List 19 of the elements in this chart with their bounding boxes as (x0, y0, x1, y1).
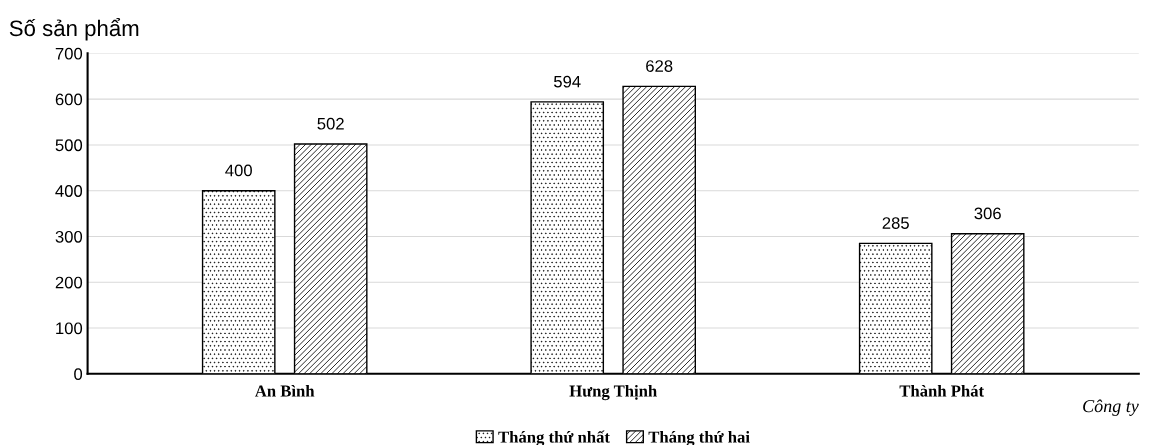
data-label: 306 (974, 207, 1001, 220)
y-tick-label: 700 (55, 47, 83, 60)
x-tick-label: Thành Phát (899, 384, 985, 397)
y-tick-label: 400 (55, 185, 83, 197)
y-tick-label: 100 (56, 322, 83, 335)
y-tick-label: 0 (74, 368, 83, 380)
x-tick-label: Hưng Thịnh (569, 384, 657, 401)
data-label: 400 (225, 164, 252, 177)
x-tick-label: An Bình (254, 384, 315, 397)
data-label: 502 (317, 117, 344, 130)
data-label: 628 (646, 60, 673, 72)
y-tick-label: 600 (55, 93, 83, 106)
data-label: 285 (882, 217, 909, 229)
x-axis-title: Công ty (1083, 399, 1139, 416)
y-tick-label: 200 (55, 276, 83, 289)
y-tick-label: 500 (55, 139, 83, 152)
y-axis-title: Số sản phẩm (9, 18, 139, 41)
data-label: 594 (553, 75, 581, 88)
y-tick-label: 300 (55, 230, 83, 243)
